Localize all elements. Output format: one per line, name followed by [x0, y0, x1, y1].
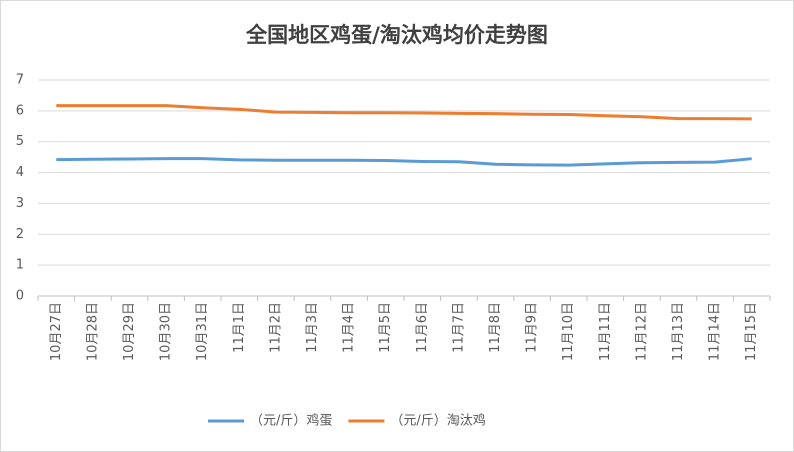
y-tick-label: 1 [16, 258, 24, 273]
x-tick-label: 11月3日 [305, 302, 320, 353]
y-tick-label: 6 [16, 103, 24, 118]
y-tick-label: 5 [16, 134, 24, 149]
x-tick-label: 10月31日 [195, 302, 210, 361]
series-line [56, 104, 752, 121]
x-tick-label: 11月15日 [744, 302, 759, 361]
x-tick-label: 11月9日 [525, 302, 540, 353]
x-tick-label: 11月10日 [561, 302, 576, 361]
x-tick-label: 11月6日 [415, 302, 430, 353]
x-tick-label: 11月1日 [232, 302, 247, 353]
x-tick-label: 11月4日 [342, 302, 357, 353]
y-tick-label: 4 [16, 165, 24, 180]
chart-title: 全国地区鸡蛋/淘汰鸡均价走势图 [245, 23, 548, 47]
y-tick-label: 0 [16, 289, 24, 304]
y-tick-label: 2 [16, 227, 24, 242]
x-tick-label: 11月11日 [598, 302, 613, 361]
x-tick-label: 10月27日 [49, 302, 64, 361]
x-tick-label: 10月30日 [159, 302, 174, 361]
x-tick-label: 11月14日 [708, 302, 723, 361]
x-tick-label: 11月12日 [634, 302, 649, 361]
x-tick-label: 11月13日 [671, 302, 686, 361]
legend-label: （元/斤）鸡蛋 [250, 413, 332, 429]
x-tick-label: 10月29日 [122, 302, 137, 361]
legend-label: （元/斤）淘汰鸡 [390, 413, 485, 429]
x-tick-label: 11月7日 [451, 302, 466, 353]
x-tick-label: 11月8日 [488, 302, 503, 353]
y-tick-label: 3 [16, 196, 24, 211]
x-tick-label: 11月2日 [268, 302, 283, 353]
x-tick-label: 11月5日 [378, 302, 393, 353]
x-tick-label: 10月28日 [85, 302, 100, 361]
series-line [56, 157, 752, 167]
y-tick-label: 7 [16, 73, 24, 88]
